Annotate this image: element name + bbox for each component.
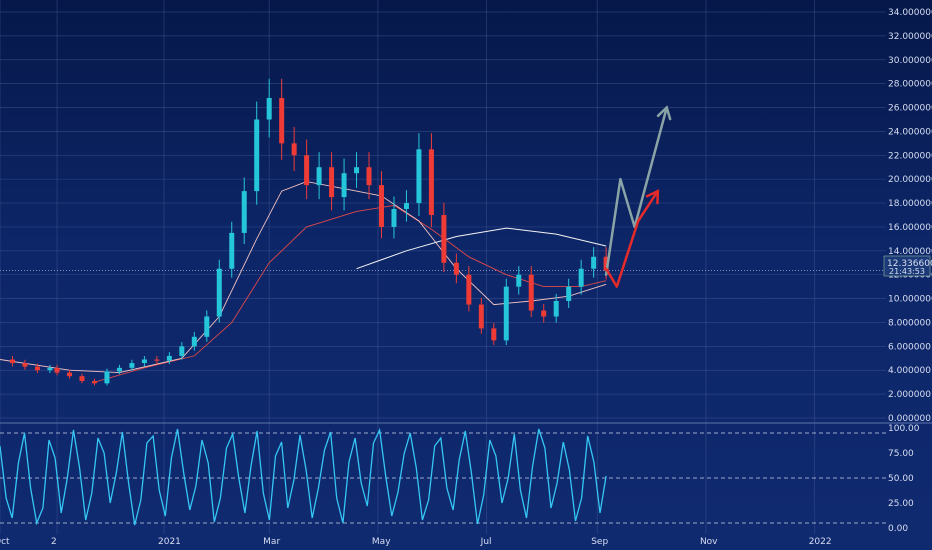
candle-body: [591, 256, 597, 269]
candle-body: [104, 371, 110, 384]
candle-body: [316, 167, 322, 186]
y-tick-label: 34.000000: [888, 8, 932, 18]
candle-body: [603, 256, 609, 271]
oscillator-tick-label: 100.00: [888, 424, 920, 434]
candle-body: [541, 310, 547, 317]
oscillator-tick-label: 0.00: [888, 524, 908, 534]
candle-body: [553, 300, 559, 317]
candle-body: [291, 143, 297, 156]
y-tick-label: 30.000000: [888, 56, 932, 66]
candle-body: [166, 355, 172, 361]
candle-body: [491, 328, 497, 341]
oscillator-tick-label: 50.00: [888, 474, 914, 484]
candle-body: [516, 274, 522, 287]
candle-body: [428, 149, 434, 215]
oscillator-line: [0, 427, 607, 526]
candle-body: [441, 215, 447, 263]
y-tick-label: 18.000000: [888, 199, 932, 209]
last-price-tag: 12.336600 21:43:53: [883, 255, 932, 277]
y-tick-label: 8.000000: [888, 318, 931, 328]
oscillator-tick-label: 75.00: [888, 449, 914, 459]
countdown-label: 21:43:53: [889, 267, 925, 276]
candle-body: [566, 286, 572, 301]
projection-up-arrow-head: [656, 105, 672, 121]
y-tick-label: 32.000000: [888, 32, 932, 42]
candle-body: [204, 316, 210, 337]
x-tick-label: 2021: [158, 537, 181, 547]
candle-body: [34, 366, 40, 371]
y-tick-label: 6.000000: [888, 342, 931, 352]
candle-body: [79, 376, 85, 381]
projection-arrows: [604, 105, 672, 288]
candle-body: [116, 367, 122, 372]
projection-up-arrow: [604, 106, 668, 276]
candle-body: [54, 367, 60, 373]
candle-body: [91, 380, 97, 384]
axes: Oct 2 2021 Mar May Jul Sep Nov 2022 34.000000 32.0…: [0, 8, 932, 547]
last-price-label: 12.336600: [887, 259, 932, 269]
candle-body: [466, 274, 472, 305]
ma-slow-line: [94, 204, 607, 383]
x-tick-label: Mar: [263, 537, 280, 547]
x-tick-label: May: [372, 537, 391, 547]
candle-body: [341, 173, 347, 198]
y-tick-label: 28.000000: [888, 80, 932, 90]
ma-long-line: [356, 227, 607, 270]
moving-averages: [0, 181, 607, 383]
x-tick-label: Jul: [480, 537, 492, 547]
x-tick-label: Nov: [700, 537, 718, 547]
candle-body: [266, 97, 272, 120]
oscillator-panel: [0, 427, 886, 526]
candle-body: [528, 274, 534, 311]
y-tick-label: 22.000000: [888, 151, 932, 161]
y-tick-label: 0.000000: [888, 414, 931, 424]
candle-body: [453, 262, 459, 275]
projection-down-arrow: [604, 189, 660, 288]
candle-body: [329, 167, 335, 198]
x-tick-label: Sep: [591, 537, 608, 547]
oscillator-tick-label: 25.00: [888, 499, 914, 509]
x-tick-label: Oct: [0, 537, 10, 547]
candlestick-series: [9, 78, 609, 386]
candle-body: [354, 167, 360, 174]
projection-down-arrow-head: [645, 189, 660, 205]
candle-body: [378, 185, 384, 227]
y-tick-label: 20.000000: [888, 175, 932, 185]
candle-body: [391, 209, 397, 227]
candle-body: [416, 149, 422, 204]
candle-body: [9, 359, 15, 364]
x-tick-label: 2: [51, 537, 57, 547]
x-tick-label: 2022: [809, 537, 832, 547]
candle-body: [229, 232, 235, 269]
candle-body: [179, 346, 185, 356]
y-tick-label: 16.000000: [888, 223, 932, 233]
ma-fast-line: [0, 181, 607, 374]
candle-body: [503, 286, 509, 341]
y-tick-label: 4.000000: [888, 366, 931, 376]
y-tick-label: 2.000000: [888, 390, 931, 400]
candle-body: [241, 191, 247, 233]
candle-body: [67, 372, 73, 377]
y-tick-label: 14.000000: [888, 247, 932, 257]
candle-body: [216, 268, 222, 317]
y-tick-label: 10.000000: [888, 295, 932, 305]
grid-lines: [0, 0, 932, 534]
candle-body: [191, 336, 197, 347]
candle-body: [366, 167, 372, 186]
candle-body: [22, 363, 28, 367]
candle-body: [304, 155, 310, 186]
candle-body: [154, 359, 160, 361]
candle-body: [141, 359, 147, 364]
y-tick-label: 26.000000: [888, 104, 932, 114]
candle-body: [478, 304, 484, 329]
candle-body: [279, 97, 285, 144]
candle-body: [403, 203, 409, 210]
candle-body: [578, 268, 584, 287]
candle-body: [129, 363, 135, 368]
y-tick-label: 24.000000: [888, 127, 932, 137]
candle-body: [254, 119, 260, 192]
candle-body: [47, 367, 53, 371]
